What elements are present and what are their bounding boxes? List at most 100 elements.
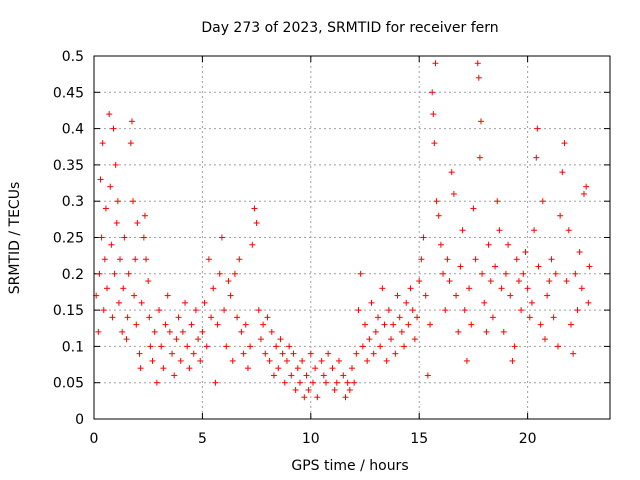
data-point — [385, 307, 392, 314]
data-point — [199, 328, 206, 335]
data-point — [344, 379, 351, 386]
data-point — [507, 292, 514, 299]
data-point — [492, 263, 499, 270]
data-point — [528, 299, 535, 306]
data-point — [132, 256, 139, 263]
data-point — [349, 365, 355, 372]
data-point — [143, 256, 150, 263]
data-point — [166, 328, 173, 335]
data-point — [134, 219, 141, 226]
data-point — [184, 343, 191, 350]
data-point — [353, 350, 360, 357]
data-point — [109, 314, 116, 321]
data-point — [249, 241, 256, 248]
chart-title: Day 273 of 2023, SRMTID for receiver fer… — [201, 20, 498, 36]
data-point — [398, 328, 405, 335]
data-point — [546, 278, 553, 285]
data-point — [463, 357, 470, 364]
data-point — [431, 140, 438, 147]
data-point — [121, 234, 128, 241]
data-point — [141, 212, 148, 219]
data-point — [496, 227, 503, 234]
data-point — [346, 386, 353, 393]
data-point — [257, 336, 264, 343]
data-point — [418, 256, 425, 263]
data-point — [531, 227, 538, 234]
data-point — [572, 270, 579, 277]
data-point — [557, 212, 564, 219]
data-point — [177, 357, 184, 364]
data-point — [479, 270, 486, 277]
data-point — [107, 183, 114, 190]
data-point — [283, 357, 290, 364]
y-tick-labels: 0 0.05 0.1 0.15 0.2 0.25 0.3 0.35 0.4 0.45 0.5 — [53, 49, 84, 428]
x-tick-label: 20 — [519, 431, 537, 447]
data-point — [505, 241, 512, 248]
y-axis-label: SRMTID / TECUs — [7, 182, 23, 295]
data-point — [299, 357, 306, 364]
y-tick-label: 0.4 — [62, 122, 84, 138]
data-point — [251, 205, 258, 212]
axis-ticks — [93, 55, 610, 420]
data-point — [405, 321, 412, 328]
data-point — [145, 278, 152, 285]
grid-lines — [94, 56, 610, 419]
data-point — [394, 292, 401, 299]
data-point — [138, 299, 145, 306]
data-point — [475, 74, 482, 81]
data-point — [137, 365, 144, 372]
data-point — [218, 234, 225, 241]
data-point — [583, 183, 590, 190]
data-point — [483, 328, 490, 335]
data-point — [286, 343, 293, 350]
data-point — [127, 140, 134, 147]
data-point — [485, 241, 492, 248]
data-point — [416, 278, 423, 285]
data-point — [422, 292, 429, 299]
data-point — [110, 125, 117, 132]
data-point — [574, 307, 581, 314]
data-point — [375, 314, 382, 321]
data-point — [498, 285, 505, 292]
data-point — [270, 372, 277, 379]
data-point — [221, 307, 228, 314]
data-point — [223, 343, 230, 350]
data-point — [146, 314, 153, 321]
data-point — [113, 219, 120, 226]
y-tick-label: 0.15 — [53, 303, 84, 319]
data-point — [322, 379, 329, 386]
y-tick-label: 0.25 — [53, 231, 84, 247]
data-point — [392, 350, 399, 357]
data-point — [296, 379, 303, 386]
data-point — [325, 350, 332, 357]
data-point — [182, 299, 189, 306]
data-point — [242, 321, 249, 328]
data-point — [427, 321, 434, 328]
data-point — [214, 321, 221, 328]
data-point — [586, 263, 593, 270]
y-tick-label: 0.3 — [62, 194, 84, 210]
data-point — [470, 205, 477, 212]
data-point — [227, 292, 234, 299]
data-point — [149, 357, 156, 364]
data-point — [281, 379, 288, 386]
data-point — [275, 365, 282, 372]
data-point — [216, 270, 223, 277]
data-point — [526, 314, 533, 321]
x-tick-label: 0 — [90, 431, 99, 447]
data-point — [108, 241, 115, 248]
data-point — [100, 307, 107, 314]
data-point — [314, 394, 321, 401]
data-point — [156, 307, 163, 314]
data-point — [102, 205, 109, 212]
data-point — [355, 307, 362, 314]
data-point — [368, 299, 375, 306]
data-point — [301, 394, 308, 401]
data-point — [550, 314, 557, 321]
data-point — [231, 270, 238, 277]
data-point — [541, 336, 548, 343]
data-point — [472, 256, 479, 263]
data-point — [559, 169, 566, 176]
x-tick-label: 5 — [198, 431, 207, 447]
